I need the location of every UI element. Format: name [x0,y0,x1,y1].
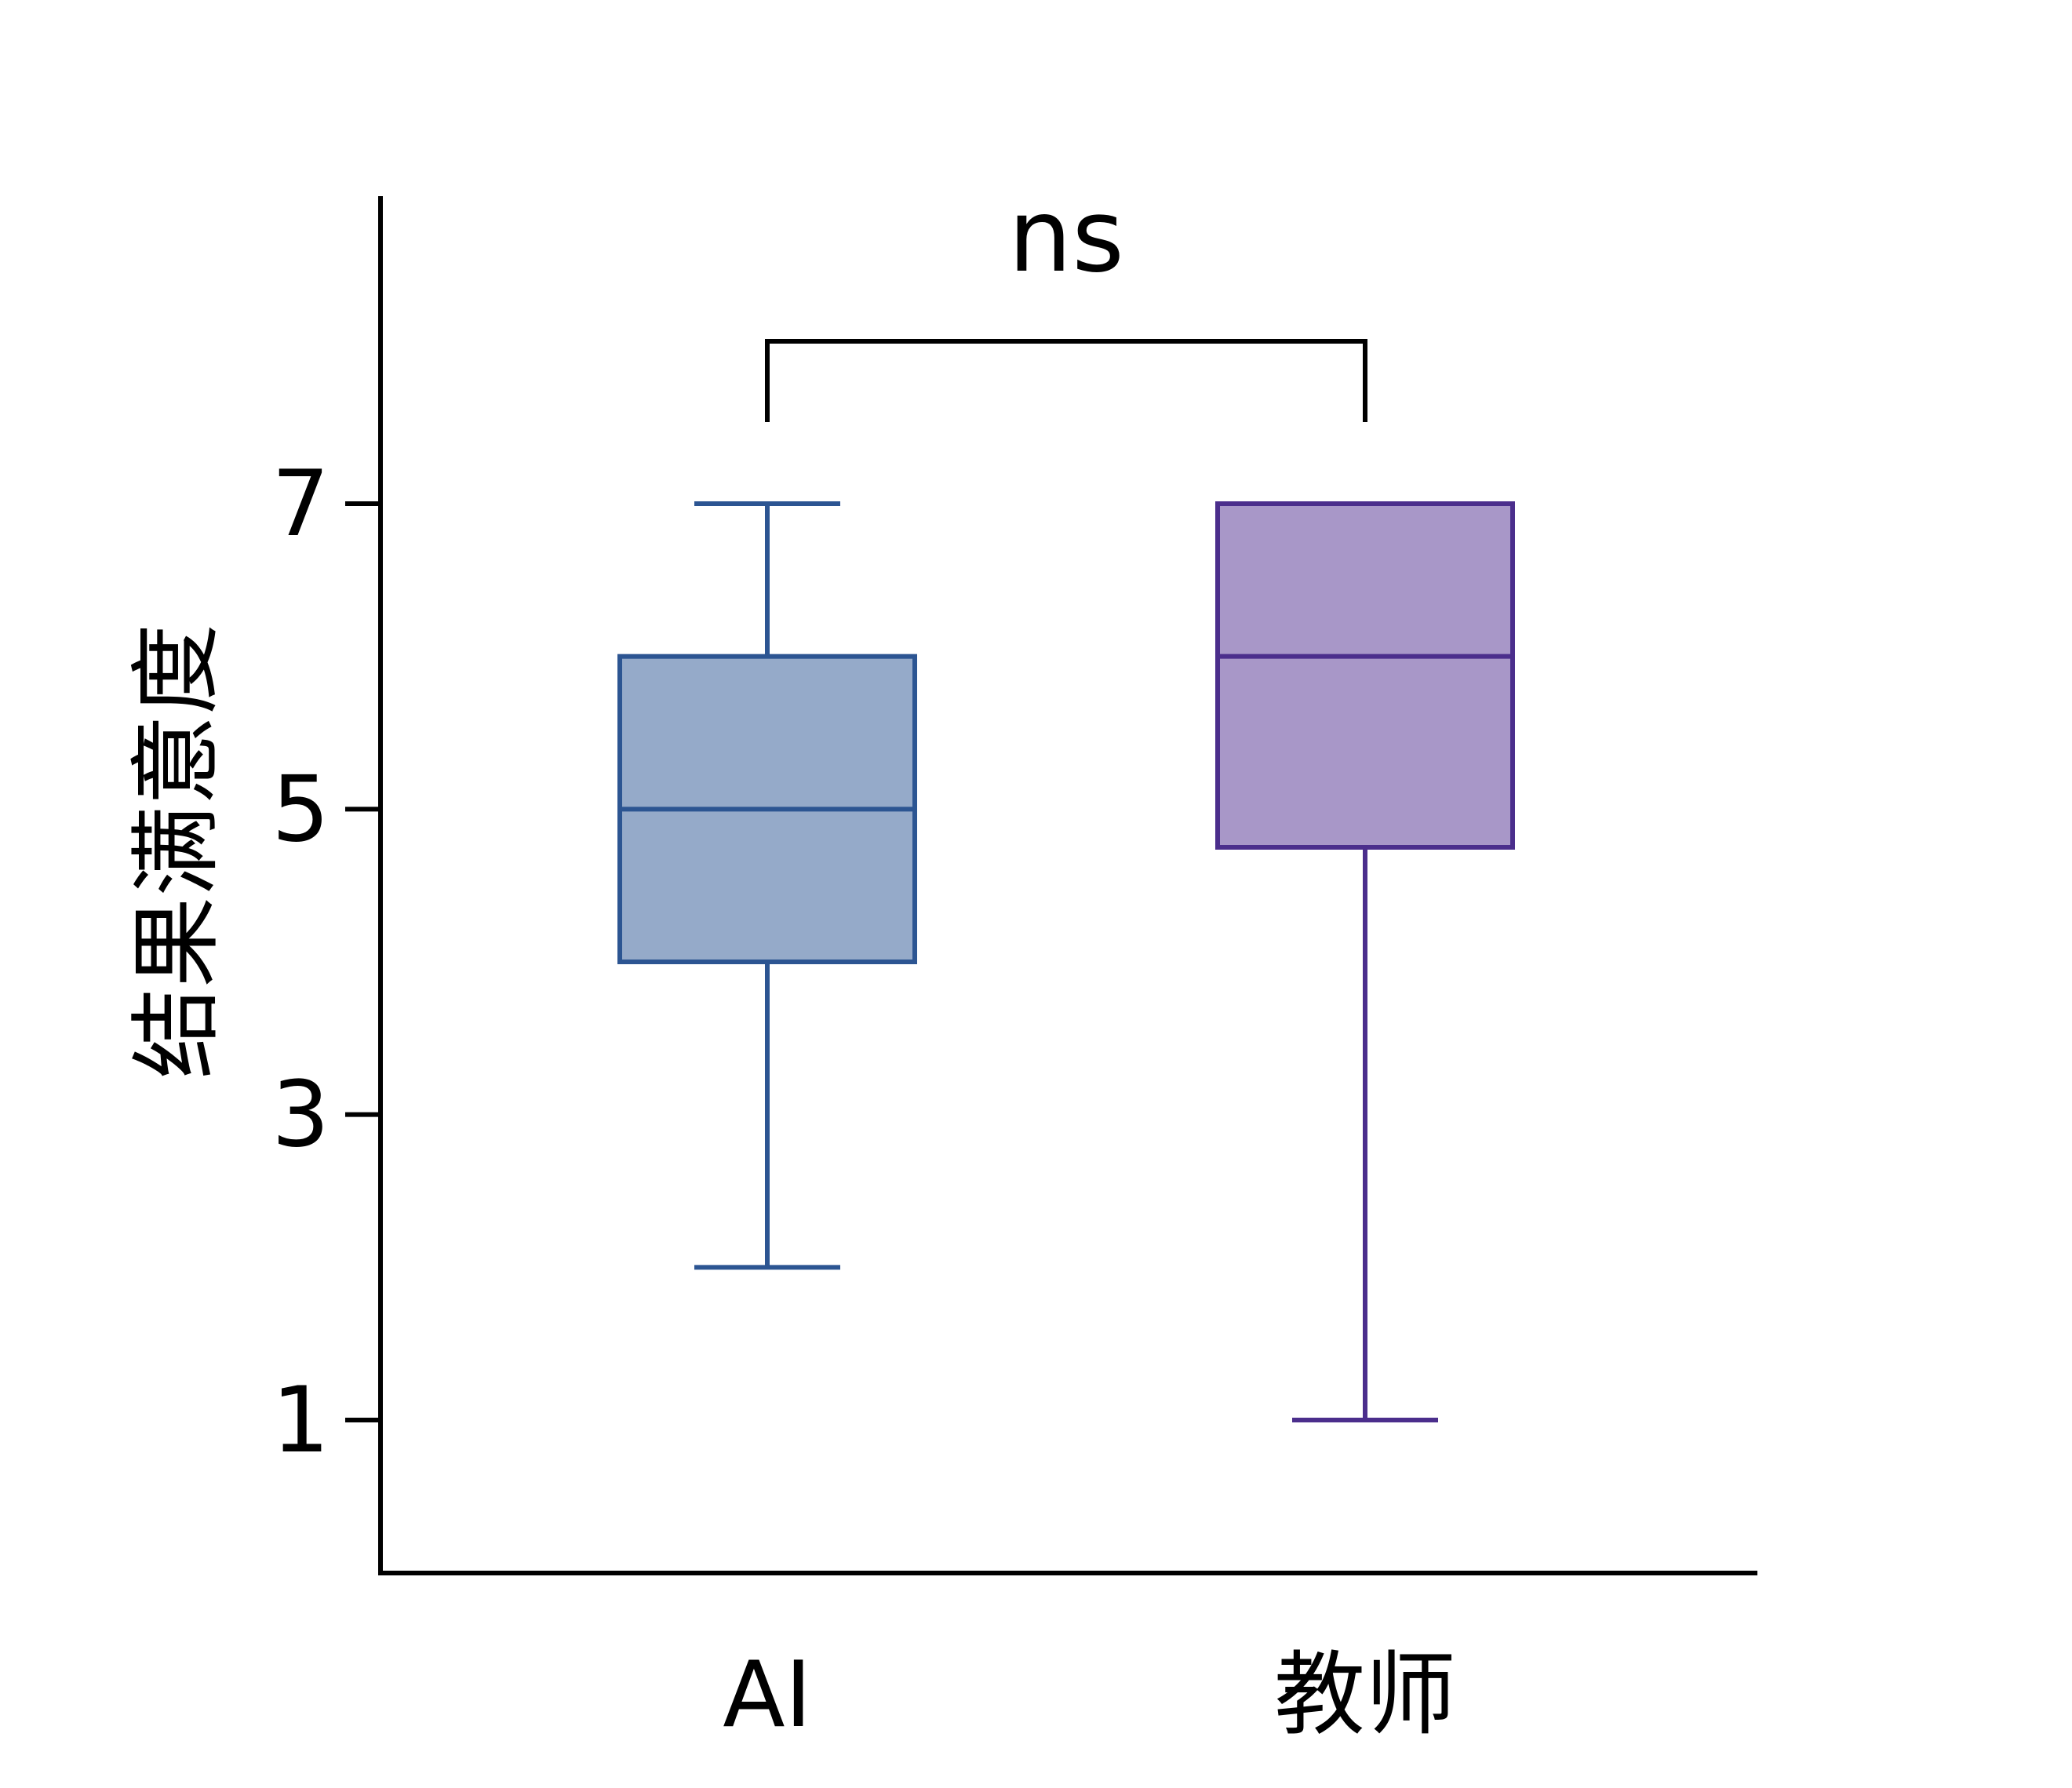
axes: 1 3 5 7 AI 教师 [271,196,1757,1748]
significance-annotation: ns [765,178,1367,422]
x-category-label: AI [723,1642,812,1748]
y-tick-label: 7 [271,451,330,557]
y-tick-label: 3 [271,1062,330,1168]
box-group [1215,501,1515,1422]
y-axis-label: 结果满意度 [124,624,230,1079]
y-tick-label: 5 [271,756,330,862]
box-iqr [1215,501,1515,850]
box-group [617,501,917,1270]
boxes [617,501,1515,1422]
y-tick-label: 1 [271,1367,330,1473]
significance-bracket [765,339,1367,422]
x-category-label: 教师 [1274,1642,1456,1748]
significance-label: ns [1008,178,1124,295]
